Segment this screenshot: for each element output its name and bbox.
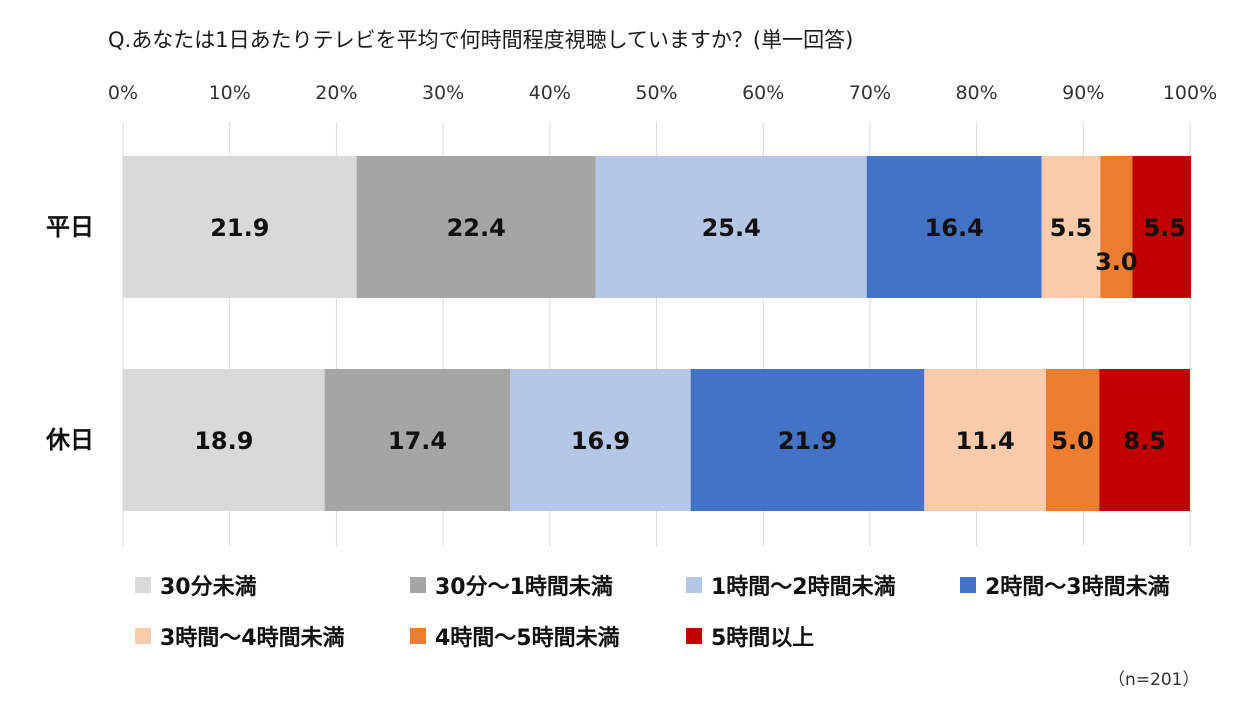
data-labels: 21.9 22.4 25.4 16.4 5.53.05.5 18.9 17.4 16.9 21.…: [194, 214, 1186, 455]
data-label: 21.9: [778, 427, 837, 455]
data-label: 3.0: [1095, 248, 1138, 276]
bar-segment: [595, 156, 867, 298]
data-label: 8.5: [1123, 427, 1166, 455]
chart-title: Q.あなたは1日あたりテレビを平均で何時間程度視聴していますか？(単一回答): [108, 28, 854, 52]
data-label: 5.5: [1050, 214, 1093, 242]
bar-segment: [690, 369, 925, 511]
category-label: 休日: [45, 426, 94, 454]
data-label: 21.9: [210, 214, 269, 242]
bars: [123, 156, 1192, 511]
bar-segment: [1041, 156, 1101, 298]
x-tick-label: 70%: [849, 82, 891, 104]
bar-segment: [123, 156, 357, 298]
x-tick-label: 20%: [315, 82, 357, 104]
bar-segment: [1132, 156, 1192, 298]
x-tick-labels: 0% 10% 20% 30% 40% 50% 60% 70% 80% 90% 100%: [108, 82, 1217, 104]
bar-segment: [1045, 369, 1100, 511]
x-tick-label: 50%: [635, 82, 677, 104]
x-tick-label: 90%: [1062, 82, 1104, 104]
bar-segment: [866, 156, 1042, 298]
x-tick-label: 40%: [529, 82, 571, 104]
x-tick-label: 80%: [955, 82, 997, 104]
data-label: 16.4: [925, 214, 984, 242]
bar-segment: [1100, 156, 1133, 298]
x-tick-label: 10%: [209, 82, 251, 104]
data-label: 18.9: [194, 427, 253, 455]
category-label: 平日: [46, 213, 94, 241]
data-label: 17.4: [388, 427, 447, 455]
data-label: 11.4: [956, 427, 1015, 455]
data-label: 5.0: [1051, 427, 1094, 455]
bar-segment: [510, 369, 691, 511]
bar-segment: [1099, 369, 1190, 511]
x-tick-label: 60%: [742, 82, 784, 104]
x-tick-label: 100%: [1163, 82, 1217, 104]
bar-segment: [123, 369, 325, 511]
x-tick-label: 0%: [108, 82, 138, 104]
sample-size-note: （n=201）: [1108, 670, 1200, 690]
x-tick-label: 30%: [422, 82, 464, 104]
data-label: 5.5: [1143, 214, 1186, 242]
data-label: 22.4: [447, 214, 506, 242]
data-label: 25.4: [702, 214, 761, 242]
bar-segment: [924, 369, 1046, 511]
bar-segment: [356, 156, 596, 298]
data-label: 16.9: [571, 427, 630, 455]
bar-segment: [324, 369, 511, 511]
